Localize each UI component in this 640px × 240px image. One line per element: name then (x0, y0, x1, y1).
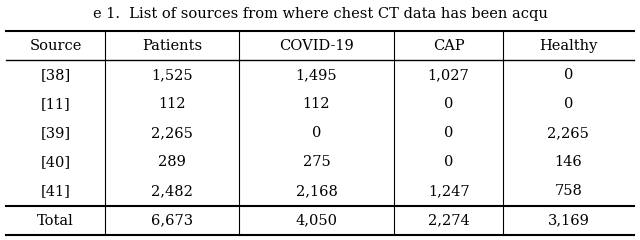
Text: [39]: [39] (41, 126, 71, 140)
Text: 0: 0 (444, 97, 453, 111)
Text: [40]: [40] (41, 155, 71, 169)
Text: 0: 0 (564, 68, 573, 82)
Text: CAP: CAP (433, 39, 465, 53)
Text: Healthy: Healthy (540, 39, 598, 53)
Text: 1,247: 1,247 (428, 185, 469, 198)
Text: 6,673: 6,673 (151, 214, 193, 228)
Text: [38]: [38] (40, 68, 71, 82)
Text: 3,169: 3,169 (547, 214, 589, 228)
Text: 2,168: 2,168 (296, 185, 337, 198)
Text: 146: 146 (554, 155, 582, 169)
Text: 758: 758 (554, 185, 582, 198)
Text: 112: 112 (303, 97, 330, 111)
Text: Source: Source (29, 39, 82, 53)
Text: 275: 275 (303, 155, 330, 169)
Text: 0: 0 (564, 97, 573, 111)
Text: 2,482: 2,482 (151, 185, 193, 198)
Text: Total: Total (37, 214, 74, 228)
Text: Patients: Patients (142, 39, 202, 53)
Text: 289: 289 (158, 155, 186, 169)
Text: 1,525: 1,525 (151, 68, 193, 82)
Text: [11]: [11] (41, 97, 70, 111)
Text: 0: 0 (312, 126, 321, 140)
Text: 1,495: 1,495 (296, 68, 337, 82)
Text: 1,027: 1,027 (428, 68, 470, 82)
Text: 0: 0 (444, 126, 453, 140)
Text: e 1.  List of sources from where chest CT data has been acqu: e 1. List of sources from where chest CT… (93, 7, 547, 21)
Text: 4,050: 4,050 (296, 214, 337, 228)
Text: 2,265: 2,265 (547, 126, 589, 140)
Text: 2,274: 2,274 (428, 214, 470, 228)
Text: [41]: [41] (41, 185, 70, 198)
Text: 112: 112 (158, 97, 186, 111)
Text: COVID-19: COVID-19 (279, 39, 354, 53)
Text: 2,265: 2,265 (151, 126, 193, 140)
Text: 0: 0 (444, 155, 453, 169)
